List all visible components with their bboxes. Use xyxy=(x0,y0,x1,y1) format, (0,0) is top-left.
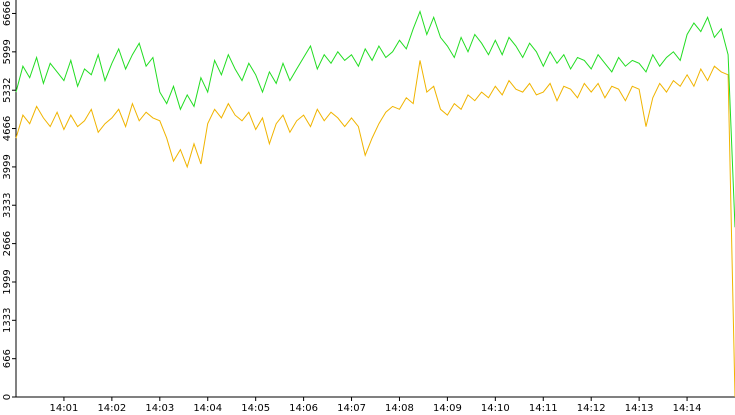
y-tick-label: 3999 xyxy=(2,154,13,179)
x-tick-label: 14:03 xyxy=(145,403,174,414)
x-tick-label: 14:07 xyxy=(337,403,366,414)
x-tick-label: 14:08 xyxy=(385,403,414,414)
x-tick-label: 14:09 xyxy=(433,403,462,414)
series-line xyxy=(15,60,735,398)
y-tick-label: 2666 xyxy=(2,231,13,256)
x-tick-label: 14:01 xyxy=(50,403,79,414)
x-tick-label: 14:06 xyxy=(289,403,318,414)
x-tick-label: 14:02 xyxy=(97,403,126,414)
x-tick-label: 14:11 xyxy=(529,403,558,414)
y-tick-label: 666 xyxy=(2,349,13,368)
y-tick-label: 1333 xyxy=(2,308,13,333)
y-tick-label: 1999 xyxy=(2,269,13,294)
series-line xyxy=(15,9,735,228)
y-tick-label: 3333 xyxy=(2,193,13,218)
x-tick-label: 14:10 xyxy=(481,403,510,414)
x-tick-label: 14:04 xyxy=(193,403,222,414)
x-tick-label: 14:12 xyxy=(577,403,606,414)
y-tick-label: 6666 xyxy=(2,1,13,26)
y-tick-label: 0 xyxy=(2,394,13,400)
x-tick-label: 14:14 xyxy=(673,403,702,414)
x-tick-label: 14:05 xyxy=(241,403,270,414)
y-tick-label: 5999 xyxy=(2,39,13,64)
y-tick-label: 5332 xyxy=(2,77,13,102)
y-tick-label: 4666 xyxy=(2,116,13,141)
x-tick-label: 14:13 xyxy=(625,403,654,414)
